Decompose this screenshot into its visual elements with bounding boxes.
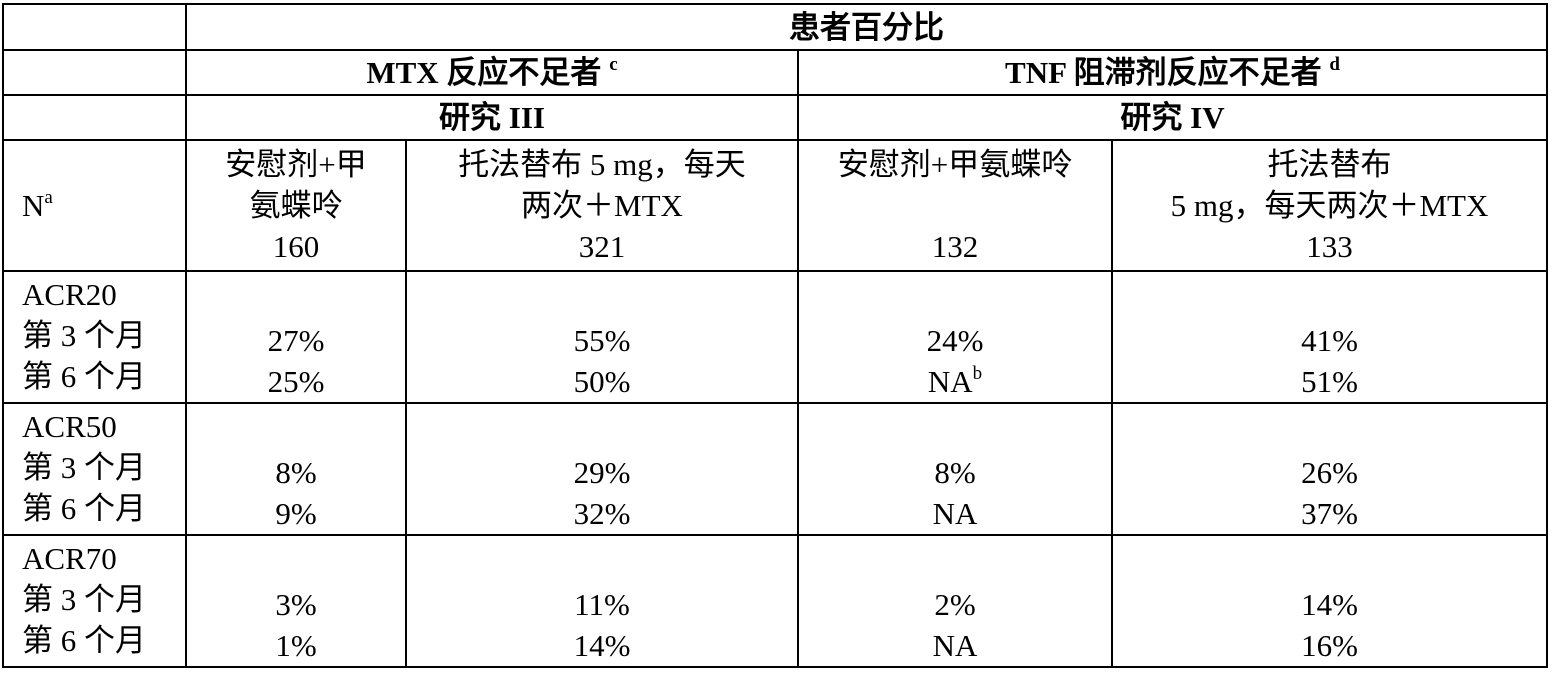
arm-n: 132 [931, 229, 979, 264]
arm-header-tofacitinib-iv: 托法替布 5 mg，每天两次＋MTX 133 [1111, 139, 1548, 272]
table-row-acr20: ACR20 第 3 个月 第 6 个月 27% 25% 55% 50% 24% … [2, 270, 1548, 404]
value-cell: 26% 37% [1111, 402, 1548, 536]
measure-name: ACR50 [22, 409, 117, 444]
measure-label-cell: ACR20 第 3 个月 第 6 个月 [2, 270, 187, 404]
n-label-cell: Na [2, 139, 187, 272]
table-title: 患者百分比 [185, 3, 1548, 51]
footnote-marker: d [1329, 53, 1340, 75]
measure-name: ACR70 [22, 541, 117, 576]
header-row-title: 患者百分比 [2, 3, 1548, 51]
value-cell: 11% 14% [405, 534, 799, 668]
empty-cell [2, 94, 187, 141]
value-cell: 27% 25% [185, 270, 407, 404]
footnote-marker: b [972, 362, 983, 384]
value-cell: 2% NA [797, 534, 1113, 668]
header-row-groups: MTX 反应不足者 c TNF 阻滞剂反应不足者 d [2, 49, 1548, 96]
value-cell: 8% NA [797, 402, 1113, 536]
corner-cell [2, 3, 187, 51]
arm-n: 160 [272, 229, 320, 264]
n-row: Na 安慰剂+甲 氨蝶呤 160 托法替布 5 mg，每天 两次＋MTX 321… [2, 139, 1548, 272]
value-cell: 29% 32% [405, 402, 799, 536]
table-row-acr70: ACR70 第 3 个月 第 6 个月 3% 1% 11% 14% 2% NA … [2, 534, 1548, 668]
footnote-marker: c [609, 53, 618, 75]
arm-n: 321 [578, 229, 626, 264]
arm-header-placebo-mtx-iii: 安慰剂+甲 氨蝶呤 160 [185, 139, 407, 272]
arm-header-tofacitinib-iii: 托法替布 5 mg，每天 两次＋MTX 321 [405, 139, 799, 272]
value-cell: 24% NAb [797, 270, 1113, 404]
footnote-marker: a [44, 186, 53, 208]
group-header-mtx: MTX 反应不足者 c [185, 49, 799, 96]
value-cell: 3% 1% [185, 534, 407, 668]
value-cell: 14% 16% [1111, 534, 1548, 668]
acr-response-table: 患者百分比 MTX 反应不足者 c TNF 阻滞剂反应不足者 d 研究 III … [2, 3, 1548, 668]
measure-label-cell: ACR70 第 3 个月 第 6 个月 [2, 534, 187, 668]
group-header-tnf: TNF 阻滞剂反应不足者 d [797, 49, 1548, 96]
table-row-acr50: ACR50 第 3 个月 第 6 个月 8% 9% 29% 32% 8% NA … [2, 402, 1548, 536]
header-row-studies: 研究 III 研究 IV [2, 94, 1548, 141]
measure-name: ACR20 [22, 277, 117, 312]
empty-cell [2, 49, 187, 96]
study-header-iv: 研究 IV [797, 94, 1548, 141]
value-cell: 8% 9% [185, 402, 407, 536]
value-cell: 41% 51% [1111, 270, 1548, 404]
arm-n: 133 [1306, 229, 1353, 264]
study-header-iii: 研究 III [185, 94, 799, 141]
measure-label-cell: ACR50 第 3 个月 第 6 个月 [2, 402, 187, 536]
arm-header-placebo-mtx-iv: 安慰剂+甲氨蝶呤 132 [797, 139, 1113, 272]
value-cell: 55% 50% [405, 270, 799, 404]
